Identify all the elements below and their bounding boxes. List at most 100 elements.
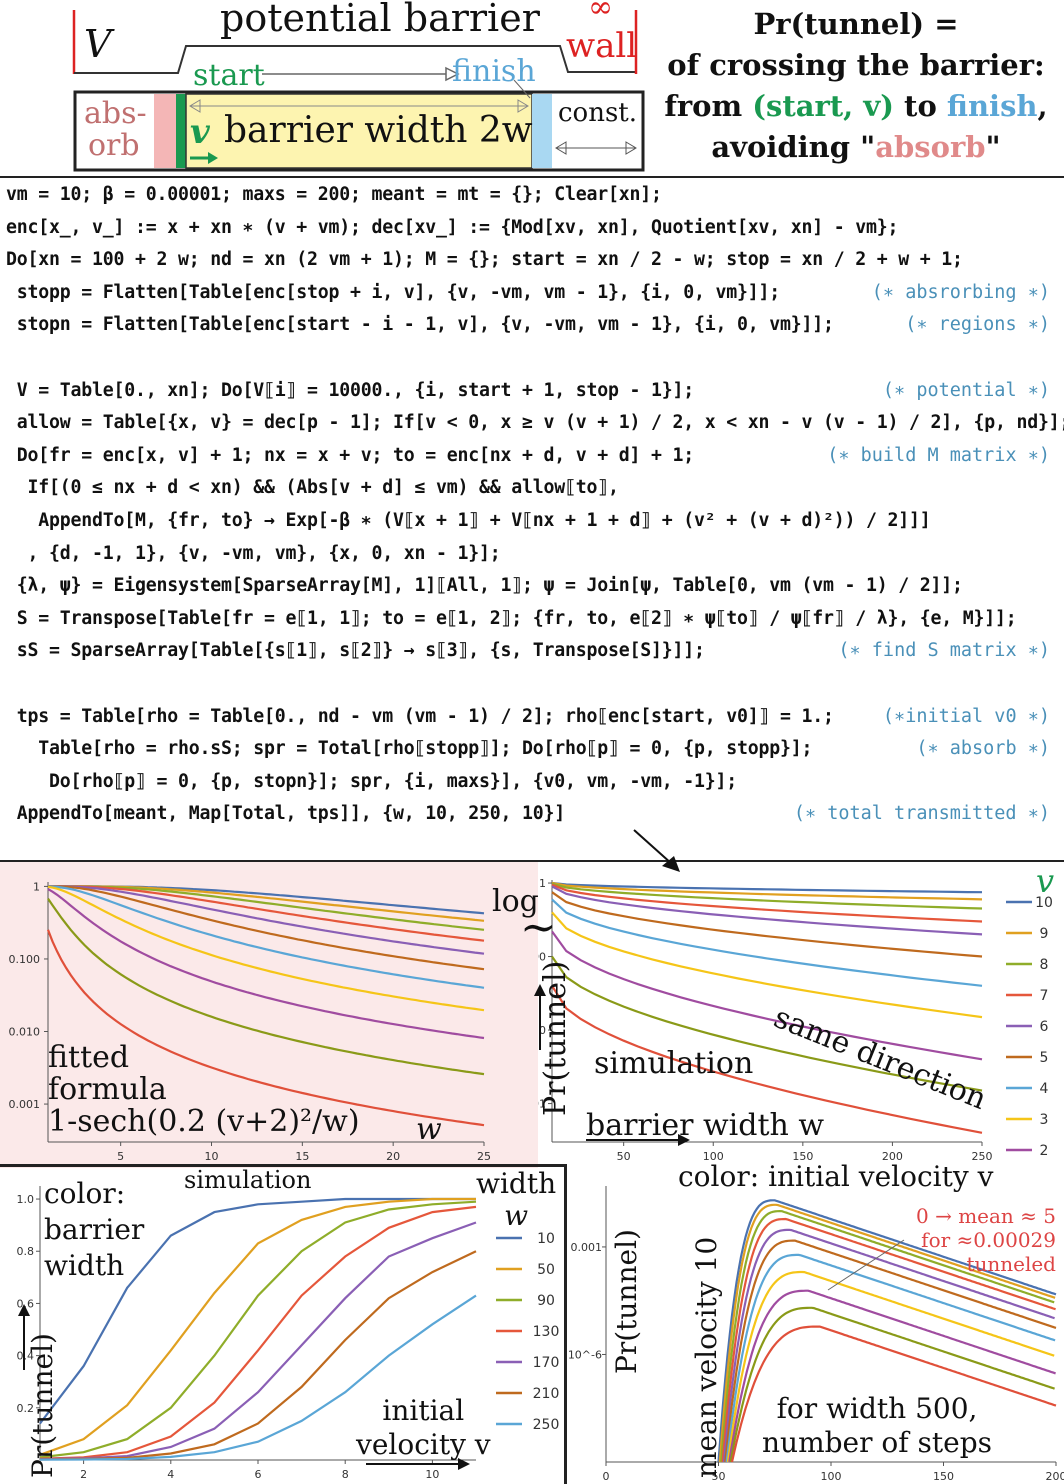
- code-pointer-arrow: [633, 829, 680, 872]
- y-tick-label: 0.100: [9, 953, 41, 966]
- code-comment: (∗ absorb ∗): [916, 738, 1050, 760]
- legend-label-8: 8: [1040, 957, 1049, 973]
- code-line: stopp = Flatten[Table[enc[stop + i, v], …: [6, 281, 780, 303]
- legend-label-50: 50: [537, 1262, 555, 1278]
- code-line: Table[rho = rho.sS; spr = Total[rho⟦stop…: [6, 738, 813, 760]
- pr-line-3-a: from: [664, 89, 753, 123]
- code-line: V = Table[0., xn]; Do[V⟦i⟧ = 10000., {i,…: [6, 379, 694, 401]
- x-tick-label: 250: [972, 1150, 993, 1163]
- series-line-6: [722, 1228, 1055, 1463]
- y-tick-label: 0.8: [17, 1245, 35, 1258]
- series-line-v7: [48, 885, 485, 942]
- legend-label-10: 10: [537, 1231, 555, 1247]
- note-2: for ≈0.00029: [921, 1228, 1056, 1252]
- series-line-3: [726, 1270, 1055, 1463]
- diagram: V potential barrier ∞ wall start finish …: [0, 0, 1064, 178]
- note-label: 0 → mean ≈ 5 for ≈0.00029 tunneled: [866, 1204, 1056, 1276]
- barrier-width-label: barrier width 2w: [224, 110, 533, 151]
- log-label: log: [492, 884, 539, 919]
- width-w-title: width w: [476, 1168, 556, 1232]
- series-line-4: [551, 898, 983, 987]
- y-tick-label: 0.010: [538, 1024, 546, 1037]
- code-comment: (∗ total transmitted ∗): [793, 803, 1050, 825]
- pr-arrow-2: [534, 984, 546, 1050]
- series-line-1: [729, 1306, 1055, 1463]
- series-line-8: [720, 1209, 1055, 1463]
- series-line-v0: [46, 929, 485, 1127]
- series-line-2: [728, 1289, 1056, 1463]
- series-line-6: [551, 885, 983, 936]
- note-pointer: [827, 1239, 905, 1291]
- code-comment: (∗initial v0 ∗): [882, 705, 1050, 727]
- absorb-label-2: orb: [88, 128, 140, 163]
- series-line-8: [551, 882, 983, 910]
- series-line-10: [717, 1199, 1057, 1463]
- barrier-width-axis-label: barrier width w: [586, 1108, 825, 1143]
- potential-line: [74, 45, 636, 74]
- pr-line-3-d: finish: [946, 89, 1038, 123]
- pr-line-4: avoiding "absorb": [648, 127, 1064, 168]
- series-line-v6: [48, 885, 485, 955]
- y-tick-label: 1: [539, 877, 546, 890]
- x-tick-label: 15: [295, 1150, 309, 1163]
- potential-v-label: V: [84, 22, 112, 66]
- for-width-1: for width 500,: [776, 1392, 978, 1425]
- code-block: vm = 10; β = 0.00001; maxs = 200; meant …: [0, 178, 1064, 860]
- legend-label-90: 90: [537, 1293, 555, 1309]
- chart-simulation-velocity: 2 4 6 8 10 1.0 0.8 0.6 0.4 0.2 10 50 90 130 170 210 250: [17, 1186, 560, 1481]
- pr-line-3-e: ,: [1037, 89, 1048, 123]
- finish-label: finish: [452, 54, 536, 89]
- legend-label-3: 3: [1040, 1112, 1049, 1128]
- series-line-3: [551, 911, 983, 1019]
- note-3: tunneled: [966, 1252, 1056, 1276]
- initial-velocity-label: initial velocity v: [356, 1394, 491, 1462]
- series-line-4: [725, 1253, 1056, 1463]
- x-tick-label: 150: [933, 1470, 954, 1483]
- arrow-head: [445, 66, 460, 82]
- y-tick-label: 1.0: [17, 1193, 35, 1206]
- fit-chart-bg: [0, 862, 538, 1168]
- y-tick-label: 0.010: [9, 1026, 41, 1039]
- pr-tunnel-definition: Pr(tunnel) = of crossing the barrier: fr…: [648, 4, 1064, 168]
- tube-outline: [73, 90, 645, 172]
- legend-label-6: 6: [1040, 1019, 1049, 1035]
- x-tick-label: 2: [80, 1468, 87, 1481]
- color-barrier-1: color:: [44, 1177, 126, 1210]
- legend-label-10: 10: [1035, 895, 1053, 911]
- series-line-v1: [47, 897, 485, 1076]
- code-line: Do[rho⟦p⟧ = 0, {p, stopn}]; spr, {i, max…: [6, 770, 737, 792]
- code-line: If[(0 ≤ nx + d < xn) && (Abs[v + d] ≤ vm…: [6, 477, 619, 499]
- pr-line-3: from (start, v) to finish,: [648, 86, 1064, 127]
- y-tick-label: 0.001: [9, 1098, 41, 1111]
- series-line-7: [721, 1217, 1056, 1463]
- series-line-w50: [39, 1197, 476, 1456]
- simulation-label: simulation: [594, 1046, 754, 1081]
- code-line: vm = 10; β = 0.00001; maxs = 200; meant …: [6, 184, 662, 205]
- x-tick-label: 150: [792, 1150, 813, 1163]
- x-tick-label: 200: [882, 1150, 903, 1163]
- series-line-0: [730, 1325, 1057, 1463]
- x-tick-label: 100: [821, 1470, 842, 1483]
- code-comment: (∗ absrorbing ∗): [871, 281, 1050, 303]
- code-line: sS = SparseArray[Table[{s⟦1⟧, s⟦2⟧} → s⟦…: [6, 640, 705, 662]
- absorb-region: [154, 94, 176, 168]
- width-arrow-right: [517, 99, 529, 113]
- x-tick-label: 6: [255, 1468, 262, 1481]
- x-tick-label: 0: [603, 1470, 610, 1483]
- series-line-5: [724, 1239, 1057, 1463]
- initial-2: velocity v: [356, 1428, 491, 1461]
- code-line: AppendTo[M, {fr, to} → Exp[-β ∗ (V⟦x + 1…: [6, 510, 931, 531]
- start-label: start: [193, 58, 265, 93]
- pr-line-1: Pr(tunnel) =: [753, 7, 959, 41]
- legend-label-210: 210: [533, 1386, 560, 1402]
- const-arrow-right: [625, 141, 637, 155]
- start-region: [176, 94, 186, 168]
- pr-arrow-3: [18, 1304, 30, 1370]
- divider-mid: [0, 860, 1064, 862]
- code-comment: (∗ find S matrix ∗): [838, 640, 1050, 662]
- pr-line-3-c: to: [893, 89, 947, 123]
- mean-velocity-label: mean velocity 10: [690, 1236, 723, 1478]
- divider-top: [0, 176, 1064, 178]
- code-line: S = Transpose[Table[fr = e⟦1, 1⟧; to = e…: [6, 607, 1017, 629]
- w-axis-label: w: [416, 1112, 442, 1147]
